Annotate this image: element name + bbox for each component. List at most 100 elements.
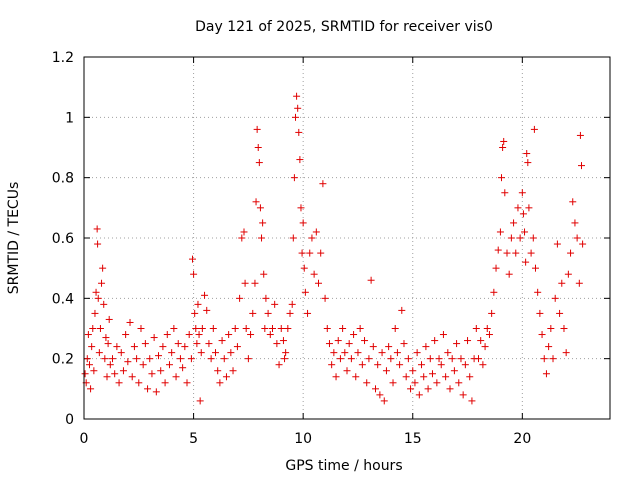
data-point (91, 309, 99, 317)
data-point (380, 397, 388, 405)
data-point (551, 294, 559, 302)
data-point (113, 343, 121, 351)
data-point (347, 355, 355, 363)
data-point (475, 355, 482, 363)
data-point (185, 331, 193, 339)
data-point (165, 361, 173, 369)
data-point (254, 144, 262, 151)
data-point (345, 340, 353, 348)
data-point (459, 391, 467, 399)
data-point (466, 373, 474, 381)
y-tick-label: 1.2 (52, 50, 74, 66)
data-point (481, 343, 489, 351)
data-point (133, 355, 141, 363)
data-point (407, 385, 415, 393)
data-point (525, 204, 533, 212)
data-point (119, 367, 127, 375)
data-point (468, 397, 476, 405)
data-point (261, 325, 269, 332)
data-point (402, 373, 410, 381)
data-point (99, 264, 107, 272)
data-point (252, 198, 260, 206)
data-point (446, 385, 454, 393)
data-point (450, 367, 458, 375)
data-point (352, 373, 360, 381)
data-point (464, 337, 472, 345)
data-point (521, 228, 529, 236)
data-point (488, 309, 496, 317)
data-point (298, 249, 306, 257)
data-point (297, 204, 305, 212)
data-point (354, 349, 362, 357)
data-point (382, 367, 390, 375)
data-point (218, 337, 226, 345)
data-point (376, 391, 384, 399)
data-point (310, 270, 318, 278)
x-tick-label: 10 (294, 431, 312, 447)
data-point (240, 228, 248, 236)
data-point (400, 340, 408, 348)
data-point (524, 159, 532, 167)
data-point (111, 370, 119, 378)
data-point (492, 264, 500, 272)
data-point (273, 340, 281, 348)
data-point (205, 340, 213, 348)
data-point (536, 309, 544, 317)
data-point (411, 379, 419, 387)
data-point (490, 288, 498, 296)
data-point (225, 331, 233, 339)
data-point (282, 349, 290, 357)
y-tick-label: 0 (65, 412, 74, 428)
data-point (527, 249, 535, 257)
data-point (203, 306, 211, 314)
data-point (374, 361, 382, 369)
y-tick-label: 0.4 (52, 291, 74, 307)
data-point (233, 343, 241, 351)
data-point (96, 325, 104, 332)
data-point (115, 379, 123, 387)
data-point (214, 367, 222, 375)
data-point (579, 240, 587, 248)
data-point (444, 349, 452, 357)
data-point (216, 379, 224, 387)
data-point (553, 240, 561, 248)
data-point (483, 325, 491, 332)
data-point (512, 249, 520, 257)
x-tick-label: 15 (404, 431, 422, 447)
data-point (190, 270, 198, 278)
data-point (505, 270, 513, 278)
data-point (332, 373, 340, 381)
data-point (371, 385, 379, 393)
data-point (187, 355, 195, 363)
data-point (197, 349, 205, 357)
data-point (531, 264, 539, 272)
data-point (457, 355, 465, 363)
data-point (102, 334, 110, 342)
data-point (299, 219, 307, 227)
data-point (499, 144, 507, 151)
data-point (188, 255, 196, 263)
data-point (168, 349, 176, 357)
data-point (101, 355, 109, 363)
data-point (365, 355, 373, 363)
data-point (485, 331, 493, 339)
data-point (296, 156, 304, 164)
data-point (567, 249, 575, 257)
data-point (578, 162, 586, 170)
data-point (277, 325, 285, 332)
data-point (271, 300, 279, 308)
data-point (461, 361, 469, 369)
data-point (293, 92, 301, 100)
data-point (262, 294, 270, 302)
data-point (106, 361, 114, 369)
data-point (244, 355, 252, 363)
data-point (170, 325, 178, 332)
data-point (479, 361, 487, 369)
data-point (317, 249, 325, 257)
data-point (253, 125, 261, 133)
data-point (576, 131, 584, 139)
data-point (94, 240, 102, 248)
x-tick-label: 0 (80, 431, 89, 447)
data-point (242, 325, 250, 332)
